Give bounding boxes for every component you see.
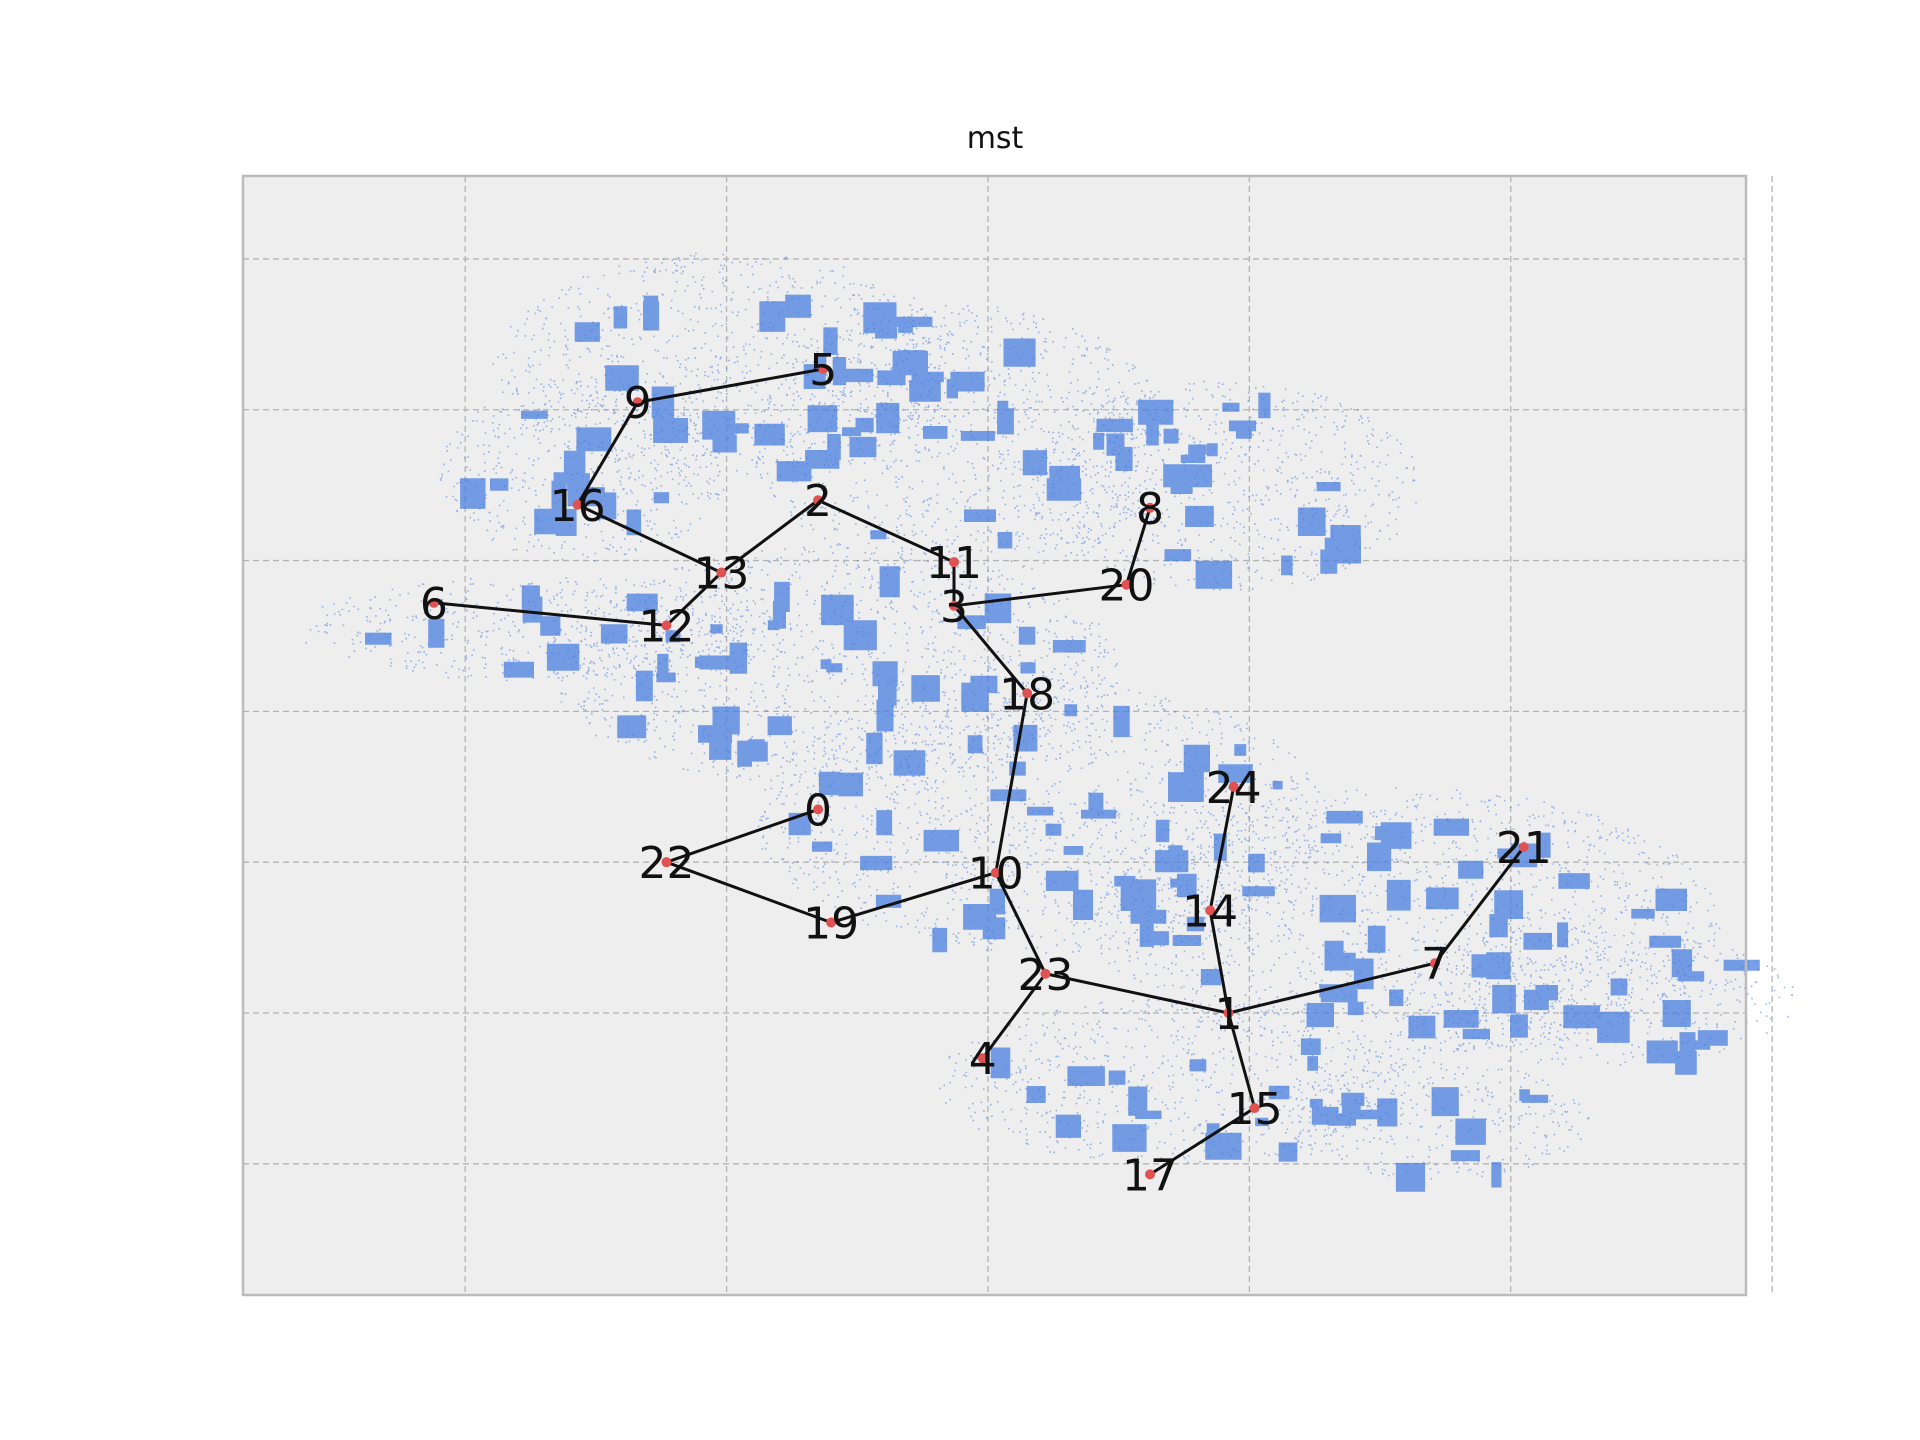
mst-node-21 [1518,842,1529,853]
point-cloud [305,252,1794,1192]
mst-edge-1-7 [1228,961,1436,1015]
mst-node-label-12: 12 [638,601,694,652]
mst-edge-3-18 [952,604,1029,695]
mst-nodes [428,364,1529,1180]
mst-node-label-15: 15 [1227,1084,1283,1135]
mst-node-label-24: 24 [1206,763,1262,814]
point-cloud-blocks [365,294,1760,1192]
mst-node-17 [1145,1169,1156,1180]
mst-edge-2-11 [817,498,955,564]
mst-node-label-5: 5 [809,345,837,396]
mst-node-label-9: 9 [624,378,652,429]
mst-node-label-23: 23 [1017,950,1073,1001]
mst-node-18 [1022,688,1033,699]
mst-node-2 [813,495,824,506]
mst-node-24 [1228,781,1239,792]
mst-node-label-13: 13 [693,549,749,600]
mst-edge-23-4 [981,972,1047,1060]
mst-node-label-2: 2 [804,476,832,527]
mst-edge-7-21 [1433,846,1526,965]
mst-edge-16-13 [576,503,722,574]
mst-edge-1-14 [1208,910,1230,1014]
mst-edge-23-1 [1045,972,1229,1015]
mst-node-label-0: 0 [804,785,832,836]
grid [243,176,1773,1295]
mst-node-14 [1205,905,1216,916]
mst-node-label-16: 16 [550,481,606,532]
mst-edge-9-16 [576,401,639,506]
mst-node-4 [977,1053,988,1064]
mst-node-label-3: 3 [940,582,968,633]
mst-edge-5-9 [637,367,824,404]
mst-node-15 [1249,1102,1260,1113]
mst-edge-20-8 [1125,507,1152,586]
mst-edge-3-20 [953,583,1127,608]
mst-node-16 [572,499,583,510]
plot-area [243,176,1746,1295]
mst-node-20 [1121,579,1132,590]
mst-node-22 [661,857,672,868]
mst-edge-19-22 [665,860,832,924]
chart-title: mst [967,121,1024,156]
mst-node-label-19: 19 [803,899,859,950]
mst-node-label-22: 22 [638,838,694,889]
mst-node-label-8: 8 [1136,484,1164,535]
mst-node-9 [632,397,643,408]
mst-edge-10-23 [994,872,1047,975]
mst-node-label-4: 4 [969,1034,997,1085]
mst-node-7 [1429,958,1440,969]
mst-node-23 [1040,968,1051,979]
mst-node-12 [661,620,672,631]
mst-node-0 [813,804,824,815]
mst-node-label-7: 7 [1421,939,1449,990]
mst-edge-12-6 [433,601,667,627]
mst-node-5 [818,364,829,375]
mst-node-label-1: 1 [1214,989,1242,1040]
mst-node-label-10: 10 [968,849,1024,900]
mst-node-11 [948,557,959,568]
mst-edge-1-15 [1226,1012,1257,1109]
mst-node-label-11: 11 [926,538,982,589]
mst-edges [433,367,1526,1176]
mst-edge-10-19 [830,871,997,924]
mst-node-label-14: 14 [1182,886,1238,937]
mst-node-label-18: 18 [999,669,1055,720]
mst-node-8 [1145,502,1156,513]
mst-node-label-21: 21 [1496,823,1552,874]
mst-edge-15-17 [1149,1106,1256,1176]
mst-node-label-17: 17 [1122,1150,1178,1201]
mst-node-10 [990,867,1001,878]
mst-node-3 [948,600,959,611]
mst-node-1 [1223,1007,1234,1018]
mst-edge-14-24 [1208,786,1236,911]
plot-frame [241,174,1748,1297]
mst-node-6 [428,597,439,608]
mst-node-19 [826,917,837,928]
mst-edge-18-10 [994,693,1029,873]
mst-edge-13-2 [720,499,819,574]
mst-node-label-6: 6 [420,579,448,630]
mst-edge-22-0 [665,807,819,864]
mst-node-label-20: 20 [1099,561,1155,612]
mst-node-13 [716,567,727,578]
mst-edge-13-12 [665,571,723,627]
